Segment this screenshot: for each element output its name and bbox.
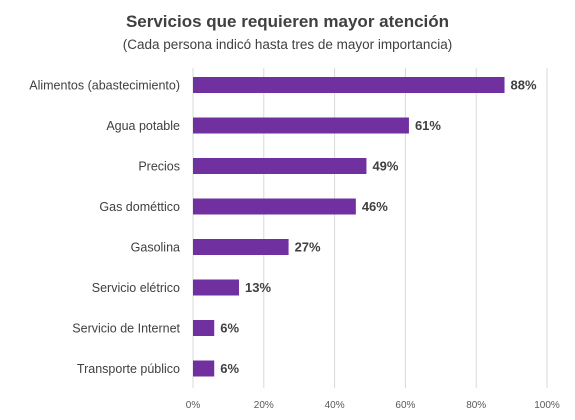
bar: [193, 77, 505, 93]
data-label: 46%: [362, 199, 388, 214]
bar: [193, 320, 215, 336]
x-tick-label: 80%: [466, 400, 486, 411]
bar: [193, 239, 289, 255]
data-label: 88%: [511, 78, 537, 93]
category-label: Gas dométtico: [99, 200, 180, 214]
data-label: 27%: [295, 240, 321, 255]
bar: [193, 198, 356, 215]
bar: [193, 158, 367, 174]
x-tick-label: 20%: [254, 400, 274, 411]
data-label: 6%: [220, 361, 239, 376]
category-label: Precios: [138, 160, 180, 174]
grid-layer: [192, 68, 548, 388]
bar-layer: [193, 77, 505, 377]
x-tick-label: 40%: [325, 400, 345, 411]
data-label: 61%: [415, 118, 441, 133]
chart-subtitle: (Cada persona indicó hasta tres de mayor…: [122, 37, 453, 52]
category-label: Servicio de Internet: [72, 322, 180, 336]
category-label: Transporte público: [77, 362, 180, 376]
x-tick-label: 60%: [395, 400, 415, 411]
category-label: Servicio elétrico: [92, 281, 180, 295]
category-label: Gasolina: [131, 241, 180, 255]
data-label: 13%: [245, 280, 271, 295]
x-axis: 0% 20% 40% 60% 80% 100%: [186, 400, 560, 411]
category-label: Agua potable: [106, 119, 180, 133]
chart-title: Servicios que requieren mayor atención: [125, 12, 450, 31]
label-layer: Alimentos (abastecimiento) 88% Agua potabl…: [29, 78, 537, 377]
data-label: 6%: [220, 321, 239, 336]
data-label: 49%: [372, 159, 398, 174]
bar: [193, 117, 409, 134]
x-tick-label: 0%: [186, 400, 201, 411]
x-tick-label: 100%: [534, 400, 560, 411]
category-label: Alimentos (abastecimiento): [29, 79, 180, 93]
bar: [193, 360, 215, 377]
bar: [193, 279, 240, 296]
